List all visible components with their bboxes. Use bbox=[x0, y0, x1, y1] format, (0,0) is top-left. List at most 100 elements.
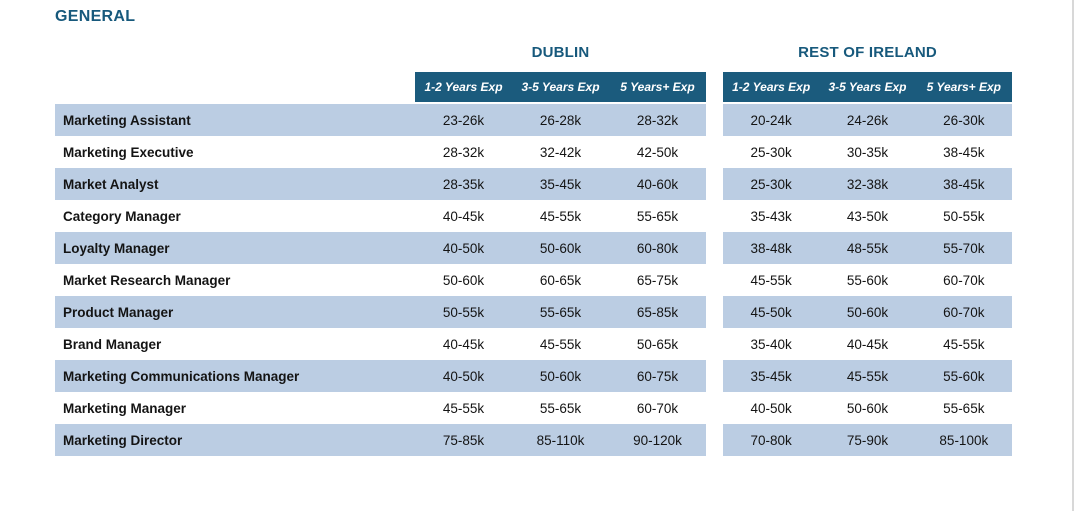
salary-range-value: 45-55k bbox=[943, 336, 985, 352]
salary-range-value: 28-32k bbox=[636, 112, 679, 128]
salary-range-value: 50-60k bbox=[846, 400, 889, 416]
salary-range-value: 55-65k bbox=[943, 400, 985, 416]
role-label: Category Manager bbox=[63, 208, 181, 224]
salary-table-body: Marketing Assistant 23-26k 26-28k 28-32k 20-… bbox=[0, 104, 1080, 456]
salary-range-value: 40-50k bbox=[442, 368, 485, 384]
role-label: Marketing Assistant bbox=[63, 112, 191, 128]
rest-of-ireland-values: 38-48k 48-55k 55-70k bbox=[723, 232, 1012, 264]
role-label: Loyalty Manager bbox=[63, 240, 170, 256]
salary-range-value: 55-65k bbox=[636, 208, 679, 224]
salary-range-value: 45-55k bbox=[846, 368, 889, 384]
rest-of-ireland-values: 20-24k 24-26k 26-30k bbox=[723, 104, 1012, 136]
salary-range-value: 40-45k bbox=[442, 208, 485, 224]
salary-range-value: 38-45k bbox=[943, 176, 985, 192]
salary-range-value: 75-90k bbox=[846, 432, 889, 448]
role-label: Market Analyst bbox=[63, 176, 159, 192]
row-band-left: Loyalty Manager 40-50k 50-60k 60-80k bbox=[55, 232, 706, 264]
salary-range-value: 26-30k bbox=[943, 112, 985, 128]
salary-range-value: 20-24k bbox=[750, 112, 792, 128]
role-label: Marketing Manager bbox=[63, 400, 187, 416]
salary-range-value: 75-85k bbox=[442, 432, 485, 448]
salary-range-value: 48-55k bbox=[846, 240, 889, 256]
salary-range-value: 40-50k bbox=[442, 240, 485, 256]
salary-range-value: 28-32k bbox=[442, 144, 485, 160]
salary-range-value: 90-120k bbox=[633, 432, 682, 448]
salary-range-value: 40-45k bbox=[846, 336, 889, 352]
salary-range-value: 70-80k bbox=[750, 432, 792, 448]
column-header-bar-rest-of-ireland: 1-2 Years Exp 3-5 Years Exp 5 Years+ Exp bbox=[723, 72, 1012, 102]
page-title: GENERAL bbox=[55, 8, 136, 25]
dublin-values: 40-45k 45-55k 55-65k bbox=[415, 200, 706, 232]
salary-range-value: 55-60k bbox=[943, 368, 985, 384]
group-title-dublin: DUBLIN bbox=[531, 44, 590, 61]
salary-range-value: 38-48k bbox=[750, 240, 792, 256]
dublin-values: 28-35k 35-45k 40-60k bbox=[415, 168, 706, 200]
salary-range-value: 65-85k bbox=[636, 304, 679, 320]
salary-range-value: 55-70k bbox=[943, 240, 985, 256]
salary-range-value: 42-50k bbox=[636, 144, 679, 160]
salary-range-value: 55-65k bbox=[539, 400, 582, 416]
table-row: Marketing Executive 28-32k 32-42k 42-50k 25-… bbox=[0, 136, 1080, 168]
salary-range-value: 35-40k bbox=[750, 336, 792, 352]
salary-range-value: 24-26k bbox=[846, 112, 889, 128]
column-header-roi-1-2-years: 1-2 Years Exp bbox=[732, 80, 811, 94]
role-label: Marketing Executive bbox=[63, 144, 194, 160]
dublin-values: 23-26k 26-28k 28-32k bbox=[415, 104, 706, 136]
table-row: Loyalty Manager 40-50k 50-60k 60-80k 38-48k 4… bbox=[0, 232, 1080, 264]
salary-range-value: 45-55k bbox=[539, 336, 582, 352]
salary-range-value: 50-65k bbox=[636, 336, 679, 352]
column-header-roi-5-years-plus: 5 Years+ Exp bbox=[926, 80, 1002, 94]
salary-range-value: 50-60k bbox=[539, 240, 582, 256]
salary-range-value: 50-55k bbox=[442, 304, 485, 320]
salary-range-value: 45-55k bbox=[750, 272, 792, 288]
row-band-left: Category Manager 40-45k 45-55k 55-65k bbox=[55, 200, 706, 232]
table-row: Marketing Manager 45-55k 55-65k 60-70k 40-50… bbox=[0, 392, 1080, 424]
salary-range-value: 55-60k bbox=[846, 272, 889, 288]
dublin-values: 75-85k 85-110k 90-120k bbox=[415, 424, 706, 456]
salary-range-value: 60-70k bbox=[636, 400, 679, 416]
salary-range-value: 32-38k bbox=[846, 176, 889, 192]
salary-range-value: 65-75k bbox=[636, 272, 679, 288]
salary-range-value: 38-45k bbox=[943, 144, 985, 160]
salary-range-value: 60-75k bbox=[636, 368, 679, 384]
salary-range-value: 50-60k bbox=[539, 368, 582, 384]
group-title-rest-of-ireland: REST OF IRELAND bbox=[798, 44, 937, 61]
rest-of-ireland-values: 35-40k 40-45k 45-55k bbox=[723, 328, 1012, 360]
salary-range-value: 28-35k bbox=[442, 176, 485, 192]
role-label: Marketing Communications Manager bbox=[63, 368, 300, 384]
salary-range-value: 55-65k bbox=[539, 304, 582, 320]
salary-range-value: 25-30k bbox=[750, 144, 792, 160]
salary-range-value: 23-26k bbox=[442, 112, 485, 128]
table-row: Marketing Communications Manager 40-50k 50… bbox=[0, 360, 1080, 392]
rest-of-ireland-values: 35-43k 43-50k 50-55k bbox=[723, 200, 1012, 232]
column-header-dublin-5-years-plus: 5 Years+ Exp bbox=[620, 80, 695, 94]
dublin-values: 40-50k 50-60k 60-75k bbox=[415, 360, 706, 392]
row-band-left: Market Analyst 28-35k 35-45k 40-60k bbox=[55, 168, 706, 200]
row-band-left: Marketing Director 75-85k 85-110k 90-120k bbox=[55, 424, 706, 456]
salary-range-value: 60-65k bbox=[539, 272, 582, 288]
rest-of-ireland-values: 25-30k 30-35k 38-45k bbox=[723, 136, 1012, 168]
salary-range-value: 45-50k bbox=[750, 304, 792, 320]
rest-of-ireland-values: 45-50k 50-60k 60-70k bbox=[723, 296, 1012, 328]
salary-range-value: 60-70k bbox=[943, 272, 985, 288]
salary-range-value: 60-80k bbox=[636, 240, 679, 256]
salary-range-value: 26-28k bbox=[539, 112, 582, 128]
table-row: Marketing Director 75-85k 85-110k 90-120k 70… bbox=[0, 424, 1080, 456]
rest-of-ireland-values: 70-80k 75-90k 85-100k bbox=[723, 424, 1012, 456]
salary-range-value: 30-35k bbox=[846, 144, 889, 160]
table-row: Category Manager 40-45k 45-55k 55-65k 35-43k… bbox=[0, 200, 1080, 232]
row-band-left: Product Manager 50-55k 55-65k 65-85k bbox=[55, 296, 706, 328]
table-row: Brand Manager 40-45k 45-55k 50-65k 35-40k 40-… bbox=[0, 328, 1080, 360]
salary-range-value: 40-60k bbox=[636, 176, 679, 192]
role-label: Market Research Manager bbox=[63, 272, 231, 288]
table-row: Market Research Manager 50-60k 60-65k 65-75… bbox=[0, 264, 1080, 296]
column-header-bar-dublin: 1-2 Years Exp 3-5 Years Exp 5 Years+ Exp bbox=[415, 72, 706, 102]
salary-range-value: 50-60k bbox=[442, 272, 485, 288]
rest-of-ireland-values: 45-55k 55-60k 60-70k bbox=[723, 264, 1012, 296]
salary-range-value: 32-42k bbox=[539, 144, 582, 160]
dublin-values: 40-45k 45-55k 50-65k bbox=[415, 328, 706, 360]
rest-of-ireland-values: 35-45k 45-55k 55-60k bbox=[723, 360, 1012, 392]
column-header-dublin-1-2-years: 1-2 Years Exp bbox=[424, 80, 503, 94]
row-band-left: Marketing Manager 45-55k 55-65k 60-70k bbox=[55, 392, 706, 424]
